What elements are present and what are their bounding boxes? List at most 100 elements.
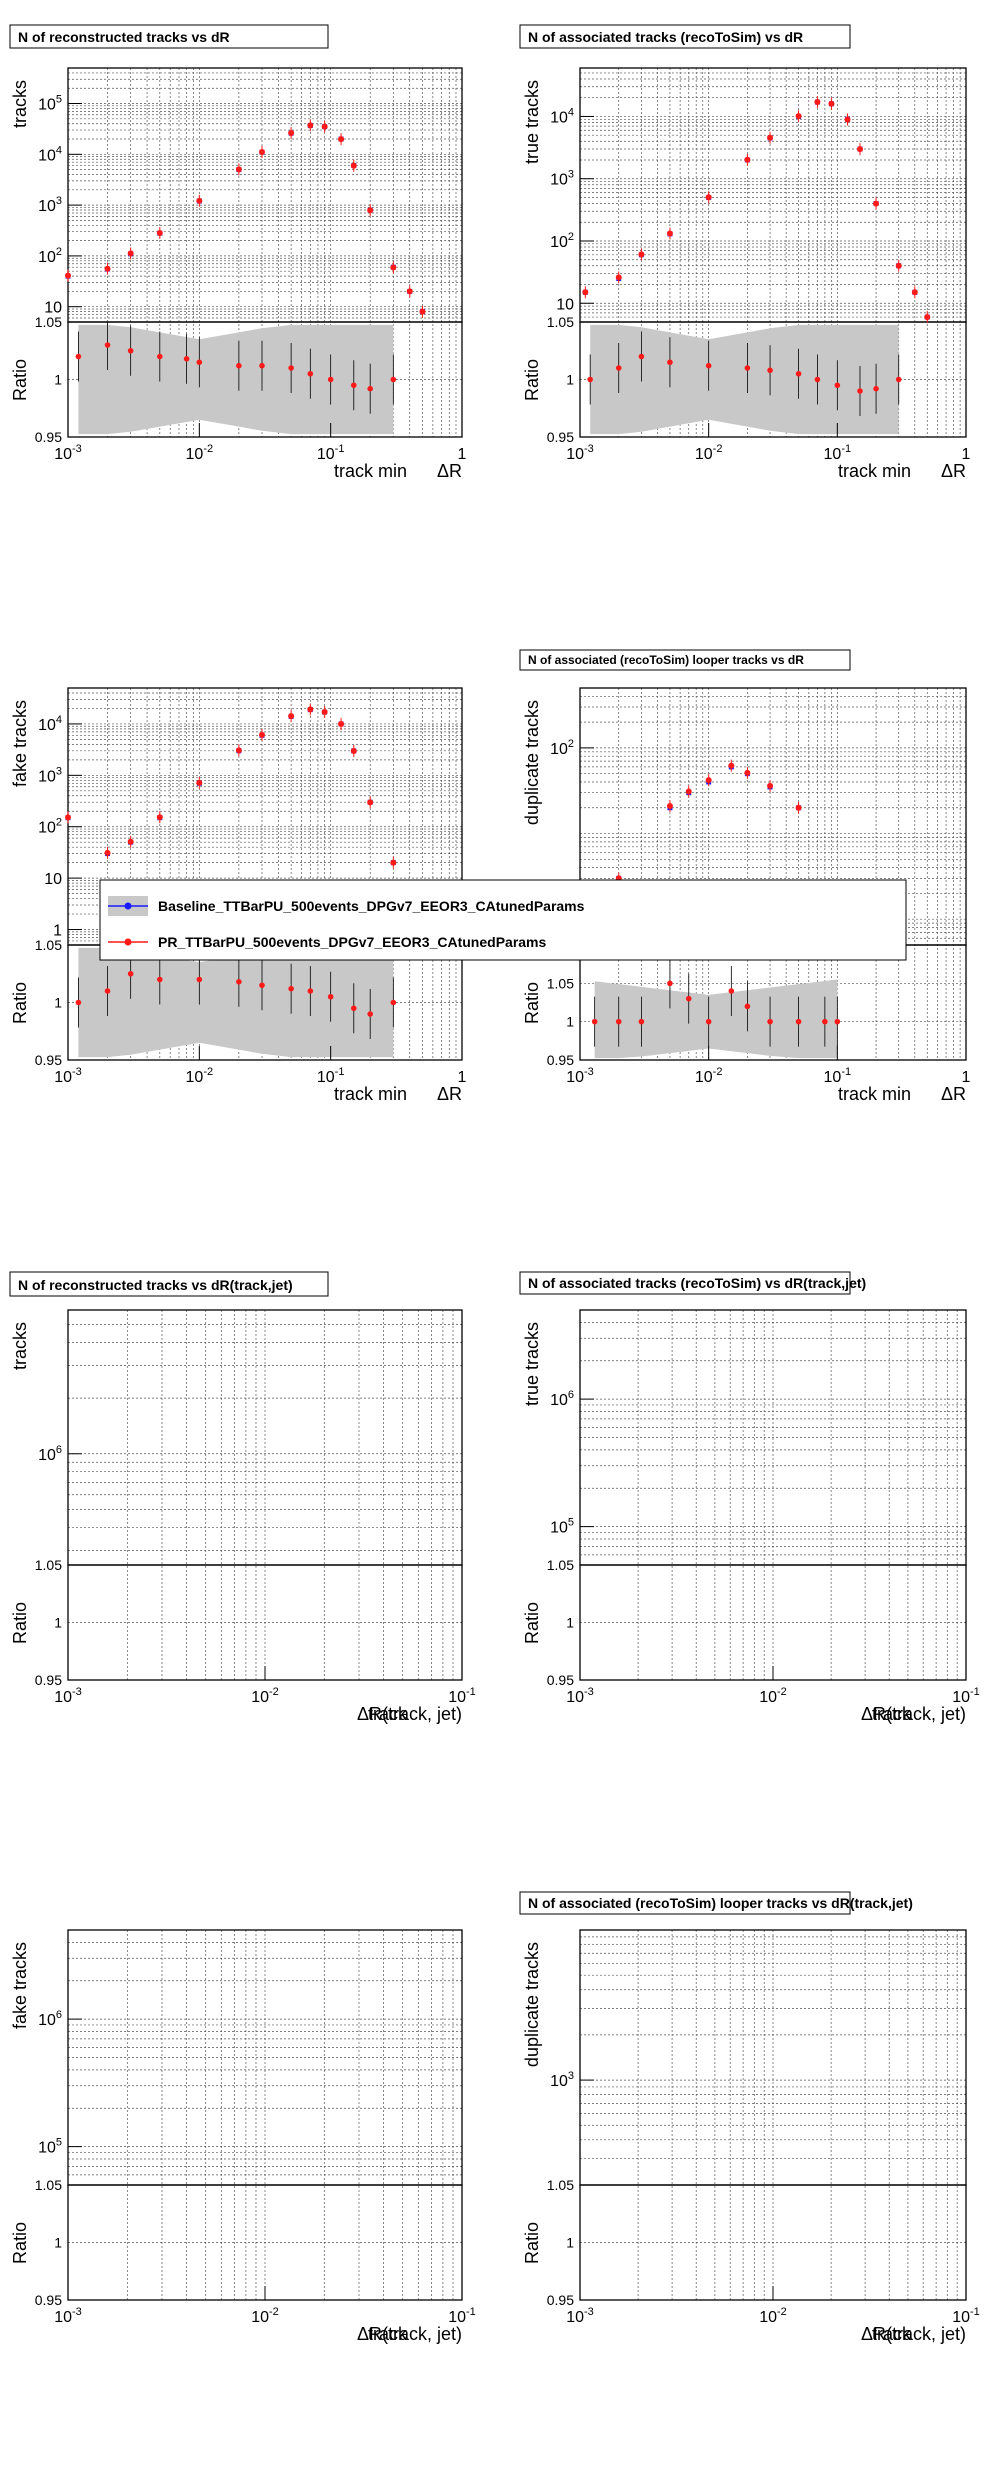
- y-tick-label: 104: [38, 714, 62, 734]
- x-axis-title: track: [368, 1704, 408, 1724]
- x-axis-title-delta: ΔR: [941, 1084, 966, 1104]
- y-tick-label: 105: [38, 2137, 62, 2157]
- ratio-uncertainty-band: [594, 979, 838, 1059]
- ratio-axis-title: Ratio: [10, 2222, 30, 2264]
- series-pr: [65, 703, 426, 936]
- ratio-tick-label: 0.95: [35, 1052, 62, 1068]
- ratio-series: [587, 331, 902, 416]
- ratio-point: [685, 995, 692, 1002]
- x-axis-title-delta: ΔR(track, jet): [861, 1704, 966, 1724]
- x-tick-label: 10-2: [759, 1686, 787, 1706]
- ratio-tick-label: 1: [566, 2235, 574, 2251]
- ratio-point: [288, 985, 294, 992]
- data-point: [338, 721, 345, 728]
- ratio-series: [75, 322, 397, 414]
- y-axis-title: duplicate tracks: [522, 700, 542, 825]
- ratio-tick-label: 1: [566, 1615, 574, 1631]
- plot-title: N of reconstructed tracks vs dR: [18, 29, 230, 45]
- series-baseline: [582, 99, 930, 320]
- y-tick-label: 104: [38, 144, 62, 164]
- y-tick-label: 1: [53, 923, 62, 940]
- x-tick-label: 10-1: [952, 2306, 980, 2326]
- data-point: [705, 194, 712, 201]
- ratio-tick-label: 1.05: [35, 2177, 62, 2193]
- y-axis-title: tracks: [10, 80, 30, 128]
- ratio-point: [667, 359, 673, 366]
- data-point: [288, 713, 295, 720]
- y-tick-label: 103: [550, 169, 574, 189]
- ratio-point: [814, 376, 821, 383]
- ratio-pad-frame: [579, 321, 967, 438]
- data-point: [321, 123, 328, 130]
- data-point: [235, 747, 242, 754]
- ratio-series: [591, 958, 841, 1047]
- y-tick-label: 106: [38, 2009, 62, 2029]
- y-tick-label: 103: [550, 2070, 574, 2090]
- x-tick-label: 10-3: [566, 2306, 594, 2326]
- data-point: [666, 230, 673, 237]
- plot-p5: N of reconstructed tracks vs dR(track,je…: [9, 1271, 476, 1724]
- ratio-tick-label: 1.05: [547, 2177, 574, 2193]
- ratio-axis-title: Ratio: [522, 2222, 542, 2264]
- title-box: [9, 24, 329, 49]
- ratio-point: [127, 970, 134, 977]
- ratio-axis-title: Ratio: [10, 982, 30, 1024]
- data-point: [856, 146, 863, 153]
- y-tick-label: 105: [38, 94, 62, 114]
- x-tick-label: 1: [962, 446, 971, 463]
- ratio-tick-label: 0.95: [35, 2292, 62, 2308]
- data-point: [104, 265, 111, 272]
- x-axis-title: track min: [334, 1084, 407, 1104]
- ratio-series: [75, 948, 397, 1039]
- x-tick-label: 10-2: [186, 1066, 214, 1086]
- ratio-point: [615, 1018, 622, 1025]
- data-point: [307, 122, 314, 129]
- y-tick-label: 103: [38, 765, 62, 785]
- y-tick-label: 106: [38, 1444, 62, 1464]
- ratio-point: [795, 370, 802, 377]
- data-point: [814, 98, 821, 105]
- x-axis-title: track min: [838, 1084, 911, 1104]
- data-point: [127, 838, 134, 845]
- x-tick-label: 10-1: [824, 443, 852, 463]
- data-point: [258, 731, 265, 738]
- data-point: [873, 200, 880, 207]
- ratio-point: [591, 1018, 598, 1025]
- data-point: [196, 197, 203, 204]
- x-tick-label: 10-2: [186, 443, 214, 463]
- series-baseline: [65, 122, 425, 315]
- ratio-point: [196, 976, 203, 983]
- ratio-point: [834, 1018, 841, 1025]
- x-axis-title: track min: [334, 461, 407, 481]
- plot-title: N of associated (recoToSim) looper track…: [528, 1895, 913, 1911]
- data-point: [367, 207, 374, 214]
- plot-title: N of reconstructed tracks vs dR(track,je…: [18, 1277, 293, 1293]
- ratio-axis-title: Ratio: [10, 1602, 30, 1644]
- plot-p1: N of reconstructed tracks vs dR 10-3 10-2 1…: [9, 24, 467, 481]
- ratio-point: [744, 365, 751, 371]
- data-point: [127, 250, 134, 257]
- ratio-point: [127, 347, 134, 354]
- data-point: [744, 769, 751, 776]
- data-point: [924, 314, 931, 321]
- ratio-tick-label: 1: [54, 372, 62, 388]
- ratio-point: [307, 370, 314, 377]
- data-point: [258, 148, 265, 155]
- ratio-axis-title: Ratio: [522, 359, 542, 401]
- data-point: [390, 264, 397, 271]
- x-tick-label: 10-3: [566, 1686, 594, 1706]
- x-tick-label: 10-2: [251, 2306, 279, 2326]
- ratio-tick-label: 1.05: [547, 1557, 574, 1573]
- data-point: [582, 289, 589, 296]
- legend-label: Baseline_TTBarPU_500events_DPGv7_EEOR3_C…: [158, 898, 585, 914]
- title-box: [519, 1271, 851, 1295]
- plot-p6: N of associated tracks (recoToSim) vs dR…: [519, 1271, 980, 1724]
- data-point: [321, 708, 328, 715]
- y-tick-label: 104: [550, 106, 574, 126]
- data-point: [65, 814, 71, 821]
- ratio-point: [367, 385, 374, 392]
- ratio-point: [638, 1018, 645, 1025]
- ratio-point: [767, 1018, 773, 1025]
- data-point: [104, 849, 111, 856]
